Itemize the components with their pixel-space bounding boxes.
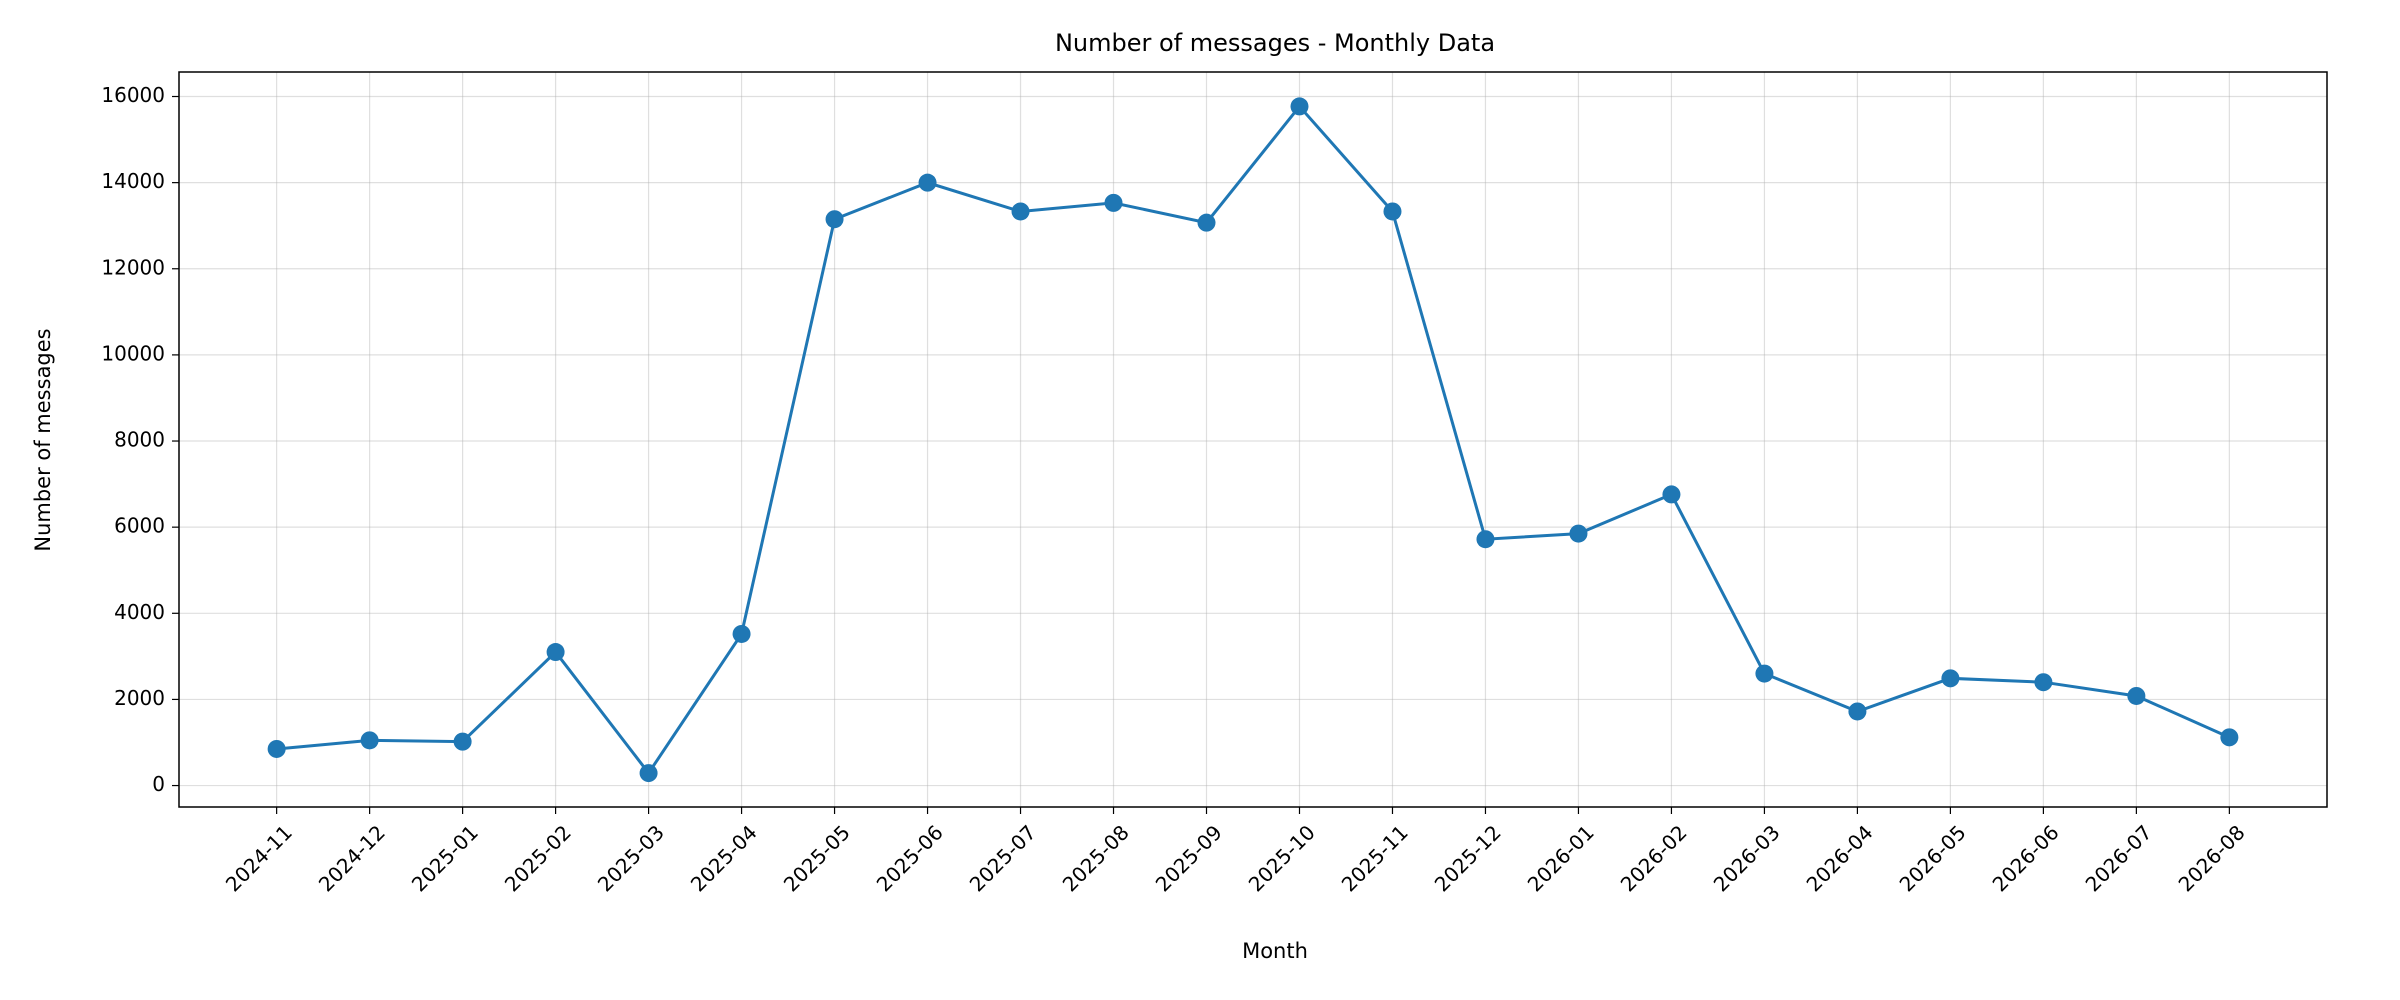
- chart-title: Number of messages - Monthly Data: [1055, 29, 1495, 57]
- data-point: [267, 739, 286, 758]
- y-tick-label: 4000: [114, 600, 165, 624]
- data-point: [453, 732, 472, 751]
- data-point: [2127, 686, 2146, 705]
- data-point: [1755, 664, 1774, 683]
- data-point: [1290, 97, 1309, 116]
- x-axis-label: Month: [1242, 939, 1308, 963]
- data-line: [276, 104, 2230, 776]
- data-point: [1383, 202, 1402, 221]
- y-tick-label: 12000: [101, 255, 165, 279]
- y-tick-label: 10000: [101, 341, 165, 365]
- data-point: [360, 731, 379, 750]
- data-point: [1569, 524, 1588, 543]
- y-axis-label: Number of messages: [31, 328, 55, 551]
- data-point: [1104, 193, 1123, 212]
- y-tick-label: 2000: [114, 686, 165, 710]
- data-point: [1476, 530, 1495, 549]
- data-point: [1848, 702, 1867, 721]
- data-point: [825, 210, 844, 229]
- plot-frame: [178, 71, 2328, 808]
- data-point: [1662, 485, 1681, 504]
- data-point: [1941, 669, 1960, 688]
- data-point: [1011, 202, 1030, 221]
- data-point: [639, 764, 658, 783]
- data-point: [1197, 213, 1216, 232]
- y-tick-label: 8000: [114, 428, 165, 452]
- y-tick-label: 6000: [114, 514, 165, 538]
- data-point: [918, 173, 937, 192]
- y-tick-label: 16000: [101, 83, 165, 107]
- data-point: [732, 624, 751, 643]
- data-point: [546, 643, 565, 662]
- y-tick-label: 14000: [101, 169, 165, 193]
- y-tick-label: 0: [152, 772, 165, 796]
- data-point: [2220, 728, 2239, 747]
- data-point: [2034, 673, 2053, 692]
